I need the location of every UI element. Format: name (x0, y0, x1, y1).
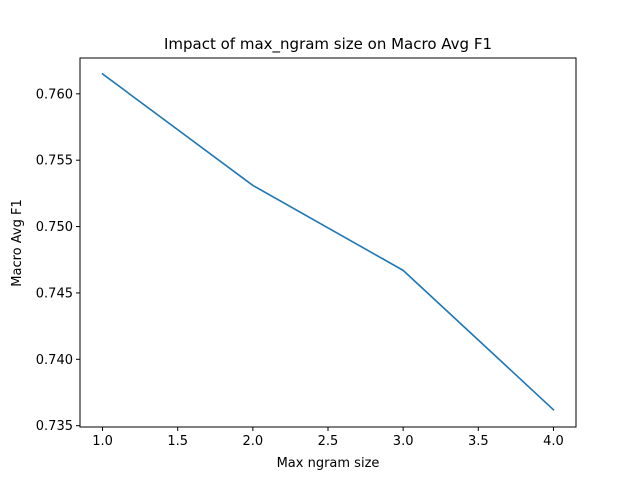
x-axis: 1.0 1.5 2.0 2.5 3.0 3.5 4.0 (92, 427, 564, 449)
y-axis-label: Macro Avg F1 (10, 199, 25, 286)
y-tick-label: 0.755 (36, 154, 73, 169)
x-tick-label: 1.5 (167, 434, 188, 449)
chart-title: Impact of max_ngram size on Macro Avg F1 (164, 35, 492, 54)
series-layer (101, 72, 555, 411)
y-tick-label: 0.735 (36, 419, 73, 434)
x-tick-label: 3.0 (393, 434, 414, 449)
y-tick-label: 0.750 (36, 220, 73, 235)
y-tick-label: 0.760 (36, 87, 73, 102)
x-tick-label: 4.0 (543, 434, 564, 449)
y-tick-label: 0.745 (36, 286, 73, 301)
x-axis-label: Max ngram size (277, 456, 380, 471)
y-axis: 0.735 0.740 0.745 0.750 0.755 0.760 (36, 87, 80, 434)
x-tick-label: 2.5 (318, 434, 339, 449)
axes-frame (79, 57, 577, 428)
x-tick-label: 1.0 (92, 434, 113, 449)
x-tick-label: 3.5 (468, 434, 489, 449)
x-tick-label: 2.0 (243, 434, 264, 449)
series-line (101, 72, 555, 411)
y-tick-label: 0.740 (36, 353, 73, 368)
